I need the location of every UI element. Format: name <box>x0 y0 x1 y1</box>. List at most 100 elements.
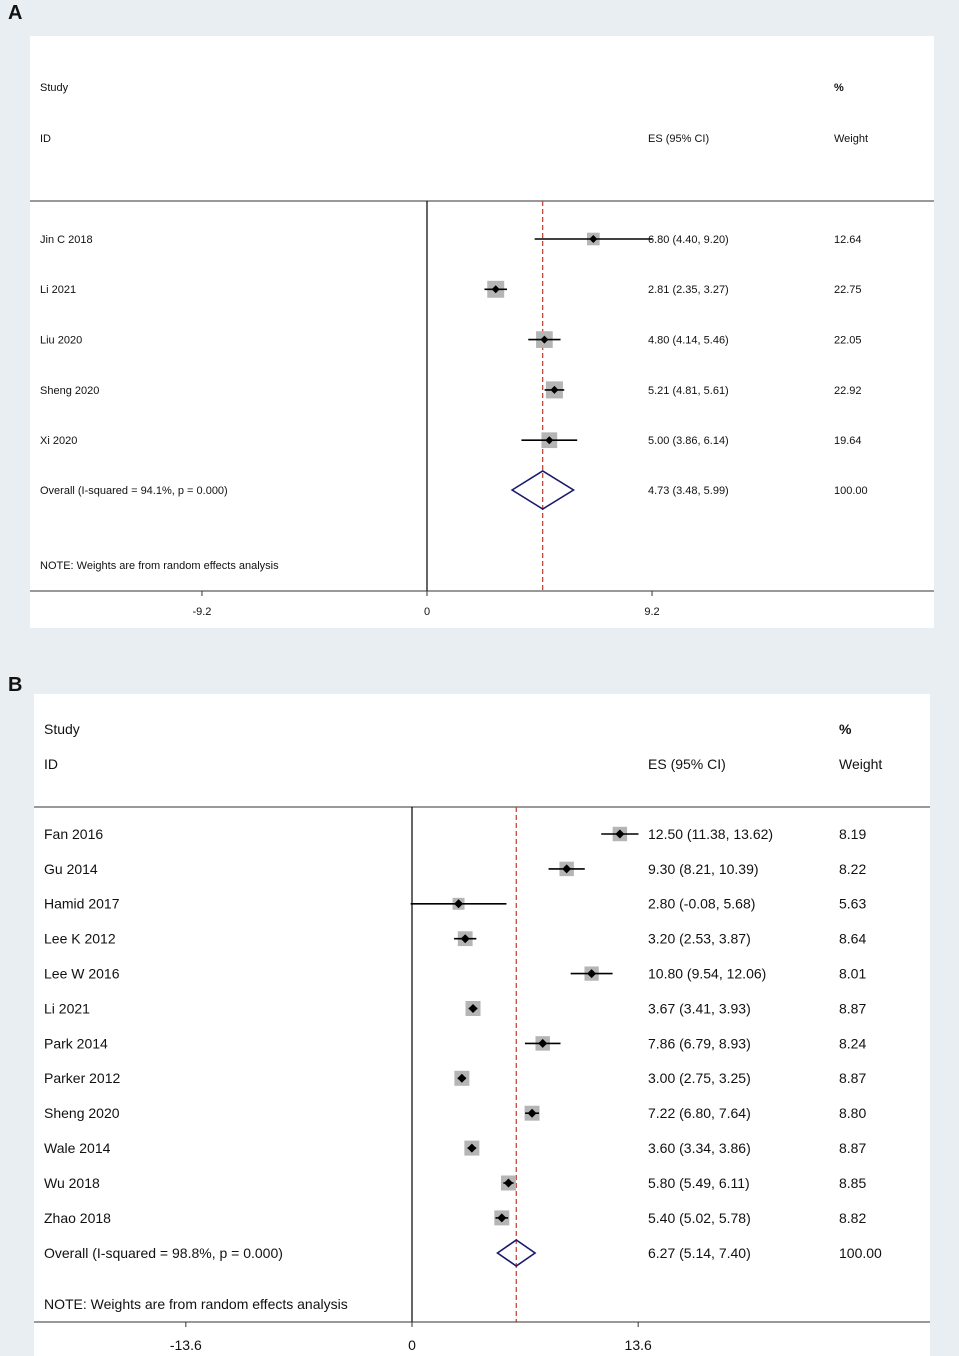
point-estimate <box>497 1213 507 1223</box>
point-estimate <box>460 934 470 944</box>
weight-label: 8.85 <box>839 1175 866 1191</box>
note-text: NOTE: Weights are from random effects an… <box>44 1296 348 1312</box>
weight-label: 8.80 <box>839 1105 866 1121</box>
point-estimate <box>468 1004 478 1013</box>
point-estimate <box>545 436 554 445</box>
study-label: Park 2014 <box>44 1035 108 1051</box>
es-ci-label: 7.86 (6.79, 8.93) <box>648 1035 751 1051</box>
study-label: Fan 2016 <box>44 826 103 842</box>
header-study: Study <box>40 82 69 94</box>
weight-label: 8.24 <box>839 1035 866 1051</box>
overall-es-label: 4.73 (3.48, 5.99) <box>648 485 729 497</box>
weight-label: 22.75 <box>834 284 862 296</box>
study-label: Sheng 2020 <box>40 385 99 397</box>
es-ci-label: 2.81 (2.35, 3.27) <box>648 284 729 296</box>
es-ci-label: 7.22 (6.80, 7.64) <box>648 1105 751 1121</box>
overall-weight-label: 100.00 <box>834 485 868 497</box>
weight-label: 12.64 <box>834 234 862 246</box>
es-ci-label: 3.67 (3.41, 3.93) <box>648 1000 751 1016</box>
weight-label: 8.87 <box>839 1070 866 1086</box>
forest-plot-b: Study ID ES (95% CI)% Weight Fan 2016 12.50 (… <box>34 694 930 1356</box>
overall-diamond <box>496 1239 537 1267</box>
weight-label: 22.92 <box>834 385 862 397</box>
x-tick-label: 0 <box>424 606 430 618</box>
x-tick-label: -9.2 <box>192 606 211 618</box>
weight-label: 8.82 <box>839 1210 866 1226</box>
study-label: Liu 2020 <box>40 334 82 346</box>
es-ci-label: 3.00 (2.75, 3.25) <box>648 1070 751 1086</box>
es-ci-label: 5.40 (5.02, 5.78) <box>648 1210 751 1226</box>
overall-label: Overall (I-squared = 94.1%, p = 0.000) <box>40 485 228 497</box>
point-estimate <box>467 1143 477 1153</box>
weight-label: 8.87 <box>839 1140 866 1156</box>
overall-label: Overall (I-squared = 98.8%, p = 0.000) <box>44 1245 283 1261</box>
point-estimate <box>550 385 559 394</box>
x-tick-label: 0 <box>408 1337 416 1353</box>
point-estimate <box>503 1178 513 1188</box>
point-estimate <box>454 899 464 909</box>
forest-plot-b-svg: Study ID ES (95% CI)% Weight Fan 2016 12.50 (… <box>34 721 930 1353</box>
weight-label: 8.22 <box>839 861 866 877</box>
forest-plot-a-svg: Study ID ES (95% CI)% Weight Jin C 2018 6.80 … <box>30 82 934 618</box>
study-label: Parker 2012 <box>44 1070 120 1086</box>
point-estimate <box>457 1073 467 1083</box>
es-ci-label: 10.80 (9.54, 12.06) <box>648 966 766 982</box>
es-ci-label: 3.60 (3.34, 3.86) <box>648 1140 751 1156</box>
point-estimate <box>527 1108 537 1118</box>
overall-diamond <box>510 470 576 510</box>
es-ci-label: 5.21 (4.81, 5.61) <box>648 385 729 397</box>
weight-label: 8.64 <box>839 931 866 947</box>
study-label: Wu 2018 <box>44 1175 100 1191</box>
weight-label: 8.01 <box>839 966 866 982</box>
study-label: Li 2021 <box>44 1000 90 1016</box>
weight-label: 22.05 <box>834 334 862 346</box>
header-es: ES (95% CI) <box>648 133 709 145</box>
header-weight: Weight <box>834 133 868 145</box>
panel-a-label: A <box>8 2 23 24</box>
study-label: Xi 2020 <box>40 435 77 447</box>
x-tick-label: -13.6 <box>170 1337 202 1353</box>
overall-es-label: 6.27 (5.14, 7.40) <box>648 1245 751 1261</box>
es-ci-label: 3.20 (2.53, 3.87) <box>648 931 751 947</box>
weight-label: 19.64 <box>834 435 862 447</box>
es-ci-label: 5.80 (5.49, 6.11) <box>648 1175 750 1191</box>
point-estimate <box>562 864 572 874</box>
weight-label: 5.63 <box>839 896 866 912</box>
x-tick-label: 13.6 <box>625 1337 652 1353</box>
study-label: Wale 2014 <box>44 1140 111 1156</box>
point-estimate <box>540 335 549 344</box>
note-text: NOTE: Weights are from random effects an… <box>40 560 279 572</box>
header-percent: % <box>834 82 844 94</box>
point-estimate <box>615 829 625 839</box>
study-label: Li 2021 <box>40 284 76 296</box>
study-label: Gu 2014 <box>44 861 98 877</box>
header-study: Study <box>44 721 80 737</box>
es-ci-label: 9.30 (8.21, 10.39) <box>648 861 759 877</box>
point-estimate <box>587 969 597 979</box>
point-estimate <box>491 285 500 294</box>
weight-label: 8.87 <box>839 1000 866 1016</box>
es-ci-label: 12.50 (11.38, 13.62) <box>648 826 773 842</box>
study-label: Jin C 2018 <box>40 234 93 246</box>
point-estimate <box>538 1038 548 1048</box>
study-label: Zhao 2018 <box>44 1210 111 1226</box>
es-ci-label: 5.00 (3.86, 6.14) <box>648 435 729 447</box>
weight-label: 8.19 <box>839 826 866 842</box>
header-es: ES (95% CI) <box>648 756 726 772</box>
study-label: Lee K 2012 <box>44 931 116 947</box>
study-label: Lee W 2016 <box>44 966 120 982</box>
x-tick-label: 9.2 <box>644 606 659 618</box>
forest-plot-a: Study ID ES (95% CI)% Weight Jin C 2018 6.80 … <box>30 36 934 628</box>
es-ci-label: 6.80 (4.40, 9.20) <box>648 234 729 246</box>
es-ci-label: 2.80 (-0.08, 5.68) <box>648 896 755 912</box>
header-id: ID <box>44 756 58 772</box>
es-ci-label: 4.80 (4.14, 5.46) <box>648 334 729 346</box>
point-estimate <box>589 235 598 243</box>
header-id: ID <box>40 133 51 145</box>
panel-b-label: B <box>8 674 23 696</box>
header-percent: % <box>839 721 852 737</box>
study-label: Sheng 2020 <box>44 1105 120 1121</box>
header-weight: Weight <box>839 756 882 772</box>
study-label: Hamid 2017 <box>44 896 120 912</box>
overall-weight-label: 100.00 <box>839 1245 882 1261</box>
